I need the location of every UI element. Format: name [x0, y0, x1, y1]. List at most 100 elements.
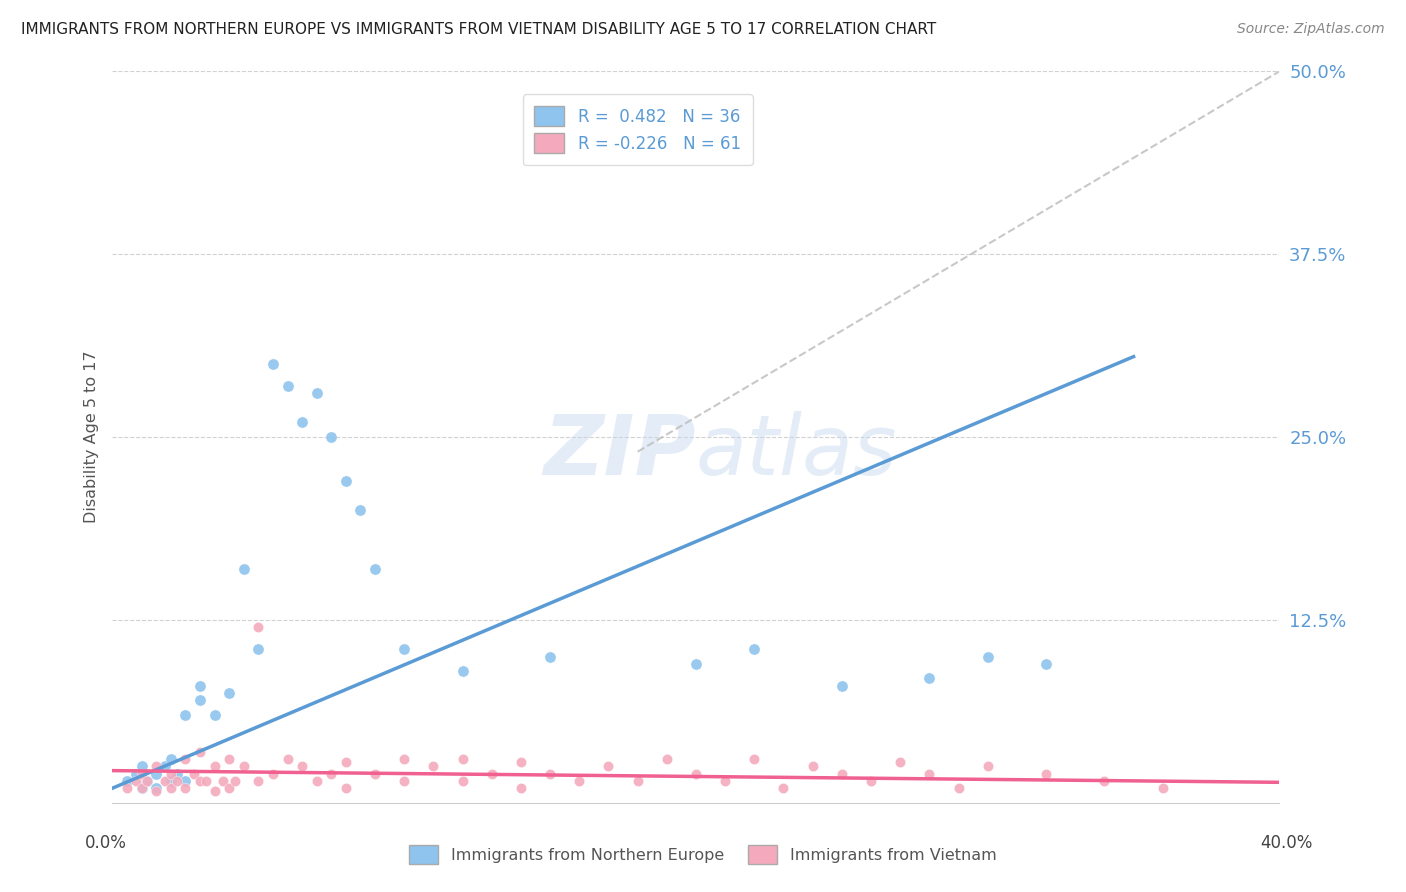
Point — [509, 781, 531, 796]
Legend: R =  0.482   N = 36, R = -0.226   N = 61: R = 0.482 N = 36, R = -0.226 N = 61 — [523, 95, 752, 165]
Point — [131, 766, 153, 780]
Point — [801, 759, 824, 773]
Point — [276, 752, 298, 766]
Point — [232, 562, 254, 576]
Point — [321, 430, 343, 444]
Point — [174, 752, 197, 766]
Point — [131, 781, 153, 796]
Point — [247, 642, 270, 657]
Point — [976, 759, 998, 773]
Point — [831, 679, 853, 693]
Point — [262, 357, 284, 371]
Point — [627, 773, 650, 788]
Text: 40.0%: 40.0% — [1260, 834, 1313, 852]
Point — [685, 766, 707, 780]
Point — [160, 781, 183, 796]
Point — [321, 766, 343, 780]
Point — [422, 759, 444, 773]
Point — [115, 773, 138, 788]
Point — [262, 766, 284, 780]
Point — [115, 781, 138, 796]
Point — [194, 773, 217, 788]
Point — [305, 773, 328, 788]
Point — [218, 752, 240, 766]
Point — [1035, 657, 1057, 671]
Point — [742, 642, 765, 657]
Point — [145, 781, 167, 796]
Point — [204, 708, 226, 723]
Point — [538, 649, 561, 664]
Point — [1094, 773, 1116, 788]
Point — [153, 759, 176, 773]
Point — [291, 416, 314, 430]
Point — [136, 773, 159, 788]
Point — [218, 781, 240, 796]
Point — [451, 752, 474, 766]
Point — [538, 766, 561, 780]
Point — [481, 766, 503, 780]
Point — [212, 773, 235, 788]
Point — [160, 752, 183, 766]
Point — [509, 755, 531, 769]
Point — [125, 766, 148, 780]
Point — [335, 474, 357, 488]
Point — [232, 759, 254, 773]
Point — [918, 766, 941, 780]
Point — [224, 773, 246, 788]
Point — [131, 759, 153, 773]
Point — [860, 773, 883, 788]
Point — [918, 672, 941, 686]
Point — [183, 766, 205, 780]
Point — [153, 773, 176, 788]
Point — [188, 773, 211, 788]
Text: atlas: atlas — [696, 411, 897, 492]
Point — [394, 773, 416, 788]
Point — [394, 642, 416, 657]
Point — [364, 562, 387, 576]
Point — [188, 693, 211, 707]
Point — [188, 679, 211, 693]
Text: 0.0%: 0.0% — [84, 834, 127, 852]
Legend: Immigrants from Northern Europe, Immigrants from Vietnam: Immigrants from Northern Europe, Immigra… — [404, 838, 1002, 871]
Point — [451, 773, 474, 788]
Point — [598, 759, 620, 773]
Point — [976, 649, 998, 664]
Point — [568, 773, 591, 788]
Text: IMMIGRANTS FROM NORTHERN EUROPE VS IMMIGRANTS FROM VIETNAM DISABILITY AGE 5 TO 1: IMMIGRANTS FROM NORTHERN EUROPE VS IMMIG… — [21, 22, 936, 37]
Y-axis label: Disability Age 5 to 17: Disability Age 5 to 17 — [83, 351, 98, 524]
Point — [451, 664, 474, 678]
Point — [188, 745, 211, 759]
Point — [204, 759, 226, 773]
Point — [145, 759, 167, 773]
Point — [160, 773, 183, 788]
Point — [335, 755, 357, 769]
Point — [145, 766, 167, 780]
Point — [772, 781, 794, 796]
Point — [831, 766, 853, 780]
Point — [218, 686, 240, 700]
Point — [948, 781, 970, 796]
Point — [136, 773, 159, 788]
Point — [394, 752, 416, 766]
Point — [166, 773, 188, 788]
Point — [204, 784, 226, 798]
Point — [174, 773, 197, 788]
Point — [276, 379, 298, 393]
Point — [364, 766, 387, 780]
Point — [145, 784, 167, 798]
Text: Source: ZipAtlas.com: Source: ZipAtlas.com — [1237, 22, 1385, 37]
Point — [349, 503, 371, 517]
Point — [305, 386, 328, 401]
Point — [889, 755, 911, 769]
Point — [174, 708, 197, 723]
Point — [655, 752, 678, 766]
Point — [247, 620, 270, 634]
Point — [247, 773, 270, 788]
Point — [685, 657, 707, 671]
Point — [335, 781, 357, 796]
Point — [1035, 766, 1057, 780]
Point — [131, 781, 153, 796]
Text: ZIP: ZIP — [543, 411, 696, 492]
Point — [174, 781, 197, 796]
Point — [742, 752, 765, 766]
